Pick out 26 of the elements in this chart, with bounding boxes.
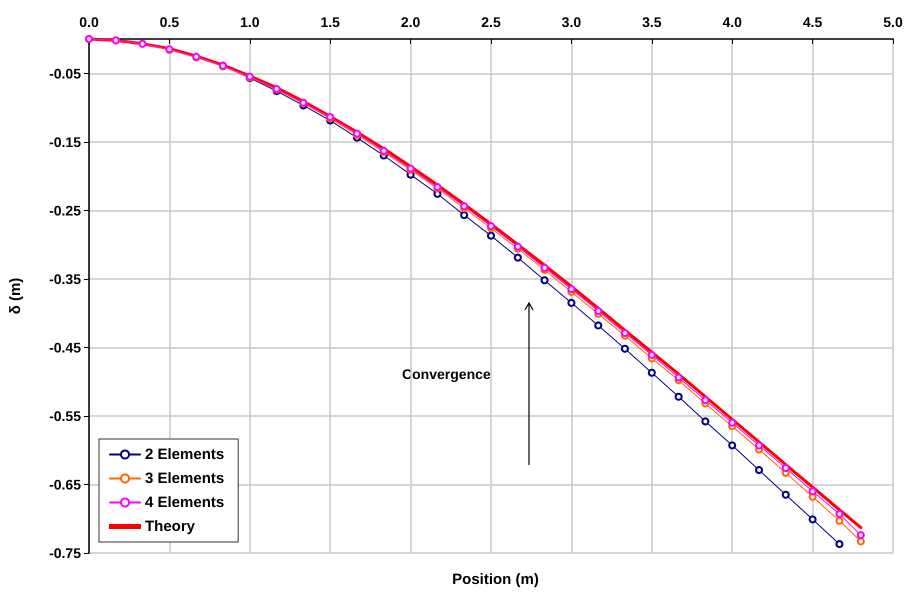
x-tick-label: 0.5 (160, 14, 180, 30)
y-tick-label: -0.35 (49, 270, 82, 287)
y-tick-label: -0.75 (49, 545, 82, 561)
x-tick-label: 5.0 (883, 14, 903, 30)
legend-label: Theory (145, 518, 196, 535)
y-tick-label: -0.45 (49, 339, 82, 356)
x-tick-label: 1.0 (240, 14, 260, 30)
legend-label: 3 Elements (145, 470, 224, 487)
x-tick-label: 1.5 (320, 14, 340, 30)
x-tick-label: 3.5 (642, 14, 662, 30)
x-tick-label: 0.0 (79, 14, 99, 30)
annotation: Convergence (402, 366, 491, 382)
legend-label: 4 Elements (145, 494, 224, 511)
y-tick-label: -0.15 (49, 134, 82, 150)
x-axis-title: Position (m) (452, 571, 539, 588)
y-axis-title: δ (m) (7, 278, 24, 314)
x-tick-label: 2.5 (481, 14, 501, 30)
y-tick-label: -0.55 (49, 408, 82, 424)
y-tick-label: -0.65 (49, 476, 82, 492)
y-tick-label: -0.25 (49, 202, 82, 218)
x-tick-label: 4.5 (802, 14, 823, 30)
legend-label: 2 Elements (145, 446, 224, 463)
x-tick-label: 2.0 (400, 14, 421, 30)
x-tick-label: 4.0 (722, 14, 742, 30)
x-tick-label: 3.0 (562, 14, 582, 30)
y-tick-label: -0.05 (49, 65, 82, 82)
